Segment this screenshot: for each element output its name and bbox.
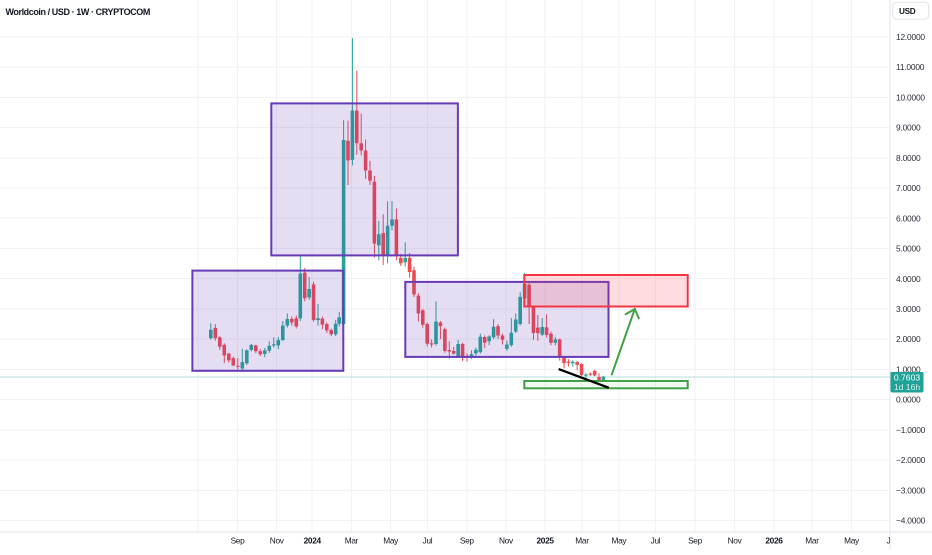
svg-text:Mar: Mar (805, 536, 819, 546)
svg-text:Nov: Nov (728, 536, 743, 546)
svg-text:Sep: Sep (688, 536, 703, 546)
svg-text:2.0000: 2.0000 (896, 334, 921, 344)
svg-text:May: May (383, 536, 399, 546)
svg-text:Worldcoin / USD · 1W · CRYPTOC: Worldcoin / USD · 1W · CRYPTOCOM (6, 7, 150, 17)
svg-text:−3.0000: −3.0000 (896, 485, 926, 495)
svg-text:Mar: Mar (345, 536, 359, 546)
svg-text:0.0000: 0.0000 (896, 395, 921, 405)
svg-text:2026: 2026 (765, 536, 783, 546)
svg-text:2024: 2024 (304, 536, 322, 546)
svg-text:12.0000: 12.0000 (896, 32, 925, 42)
svg-text:−1.0000: −1.0000 (896, 425, 926, 435)
svg-text:5.0000: 5.0000 (896, 244, 921, 254)
svg-text:Jul: Jul (651, 536, 661, 546)
svg-text:10.0000: 10.0000 (896, 92, 925, 102)
svg-text:May: May (844, 536, 860, 546)
svg-text:3.0000: 3.0000 (896, 304, 921, 314)
svg-text:Mar: Mar (575, 536, 589, 546)
svg-text:6.0000: 6.0000 (896, 213, 921, 223)
svg-text:7.0000: 7.0000 (896, 183, 921, 193)
svg-text:11.0000: 11.0000 (896, 62, 925, 72)
svg-text:1d 16h: 1d 16h (894, 382, 921, 392)
svg-text:1.0000: 1.0000 (896, 365, 921, 375)
svg-text:8.0000: 8.0000 (896, 153, 921, 163)
svg-text:−2.0000: −2.0000 (896, 455, 926, 465)
svg-text:May: May (612, 536, 628, 546)
svg-text:Nov: Nov (270, 536, 285, 546)
svg-text:Jul: Jul (423, 536, 433, 546)
svg-text:Jul: Jul (887, 536, 897, 546)
svg-text:USD: USD (899, 7, 916, 16)
svg-text:0.7603: 0.7603 (894, 372, 921, 382)
svg-text:2025: 2025 (536, 536, 554, 546)
svg-text:Sep: Sep (231, 536, 246, 546)
svg-text:4.0000: 4.0000 (896, 274, 921, 284)
svg-text:−4.0000: −4.0000 (896, 516, 926, 526)
svg-text:9.0000: 9.0000 (896, 123, 921, 133)
svg-text:Nov: Nov (499, 536, 514, 546)
svg-text:Sep: Sep (460, 536, 475, 546)
